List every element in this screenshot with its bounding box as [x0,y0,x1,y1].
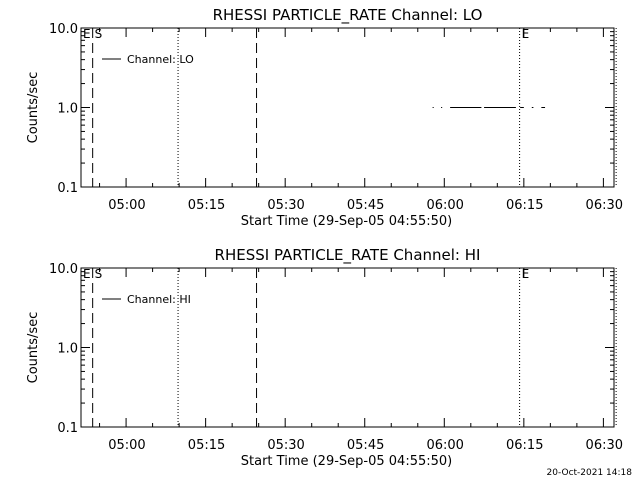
panel1-xtick-label: 06:15 [506,198,543,213]
panel1-event-marker-label: E [83,27,91,41]
panel2-xtick-label: 05:30 [267,438,304,453]
panel1-xtick-label: 05:45 [347,198,384,213]
panel2-legend-label: Channel: HI [127,293,191,306]
panel2-ytick-label: 1.0 [57,342,78,357]
panel2-title: RHESSI PARTICLE_RATE Channel: HI [215,246,481,265]
panel1-legend-label: Channel: LO [127,53,194,66]
panel2-xlabel: Start Time (29-Sep-05 04:55:50) [241,454,452,469]
panel1-event-marker-label: S [95,27,103,41]
panel1-event-marker-label: E [522,27,530,41]
panel1-axes-frame [80,27,615,188]
panel1-xtick-label: 05:00 [108,198,145,213]
panel1-xtick-label: 06:00 [426,198,463,213]
panel2-ytick-label: 10.0 [49,262,78,277]
panel2-event-marker-label: S [95,267,103,281]
panel1-ytick-label: 1.0 [57,102,78,117]
panel1-ytick-label: 0.1 [57,181,78,196]
panel2-ylabel: Counts/sec [26,312,41,384]
generation-timestamp: 20-Oct-2021 14:18 [546,468,632,478]
panel1-title: RHESSI PARTICLE_RATE Channel: LO [213,6,483,25]
panel2-xtick-label: 05:00 [108,438,145,453]
panel1-xlabel: Start Time (29-Sep-05 04:55:50) [241,214,452,229]
panel2-ytick-label: 0.1 [57,421,78,436]
panel1-xtick-label: 06:30 [586,198,623,213]
panel2-xtick-label: 06:15 [506,438,543,453]
panel2-xtick-label: 05:45 [347,438,384,453]
panel1-xtick-label: 05:15 [188,198,225,213]
panel1-ylabel: Counts/sec [26,72,41,144]
panel2-xtick-label: 06:30 [586,438,623,453]
panel1-xtick-label: 05:30 [267,198,304,213]
panel2-xtick-label: 05:15 [188,438,225,453]
panel2-event-marker-label: E [522,267,530,281]
panel2-axes-frame [80,267,615,428]
panel2-event-marker-label: E [83,267,91,281]
panel1-ytick-label: 10.0 [49,22,78,37]
panel2-xtick-label: 06:00 [426,438,463,453]
